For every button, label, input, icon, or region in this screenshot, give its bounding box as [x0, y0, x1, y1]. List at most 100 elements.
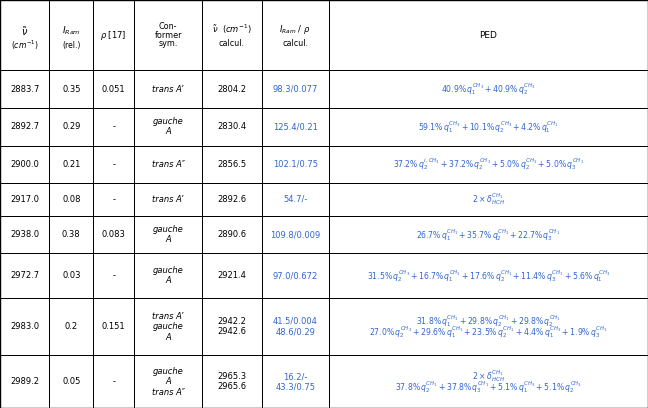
- Text: 54.7/-: 54.7/-: [283, 195, 307, 204]
- Text: 2989.2: 2989.2: [10, 377, 39, 386]
- Bar: [134, 216, 202, 253]
- Bar: [0, 146, 49, 183]
- Text: $\tilde{\nu}$: $\tilde{\nu}$: [21, 24, 29, 38]
- Bar: [93, 298, 134, 355]
- Bar: [93, 183, 134, 216]
- Text: 97.0/0.672: 97.0/0.672: [273, 271, 318, 280]
- Bar: [329, 355, 648, 408]
- Text: -: -: [112, 122, 115, 131]
- Text: -: -: [112, 377, 115, 386]
- Bar: [49, 0, 93, 70]
- Text: 0.2: 0.2: [65, 322, 78, 331]
- Text: former: former: [154, 31, 182, 40]
- Bar: [0, 183, 49, 216]
- Text: 2983.0: 2983.0: [10, 322, 39, 331]
- Text: calcul.: calcul.: [219, 39, 245, 48]
- Bar: [49, 70, 93, 108]
- Text: 2892.6: 2892.6: [218, 195, 246, 204]
- Bar: [134, 70, 202, 108]
- Text: 0.03: 0.03: [62, 271, 80, 280]
- Text: $40.9\%\,q_1^{CH_3}+40.9\%\,q_2^{CH_3}$: $40.9\%\,q_1^{CH_3}+40.9\%\,q_2^{CH_3}$: [441, 81, 536, 97]
- Text: 41.5/0.004
48.6/0.29: 41.5/0.004 48.6/0.29: [273, 317, 318, 336]
- Bar: [262, 146, 329, 183]
- Text: $37.2\%\,q_2^{i,CH_3}+37.2\%\,q_2^{CH_3}+5.0\%\,q_2^{CH_1}+5.0\%\,q_3^{CH_1}$: $37.2\%\,q_2^{i,CH_3}+37.2\%\,q_2^{CH_3}…: [393, 156, 584, 172]
- Text: $31.5\%\,q_2^{CH_3}+16.7\%\,q_1^{CH_1}+17.6\%\,q_2^{CH_1}+11.4\%\,q_3^{CH_1}+5.6: $31.5\%\,q_2^{CH_3}+16.7\%\,q_1^{CH_1}+1…: [367, 268, 610, 284]
- Text: 2965.3
2965.6: 2965.3 2965.6: [218, 372, 246, 391]
- Bar: [93, 253, 134, 298]
- Bar: [202, 183, 262, 216]
- Bar: [49, 298, 93, 355]
- Bar: [202, 70, 262, 108]
- Text: 102.1/0.75: 102.1/0.75: [273, 160, 318, 169]
- Text: 2917.0: 2917.0: [10, 195, 39, 204]
- Text: $\tilde{\nu}\ \ (cm^{-1})$: $\tilde{\nu}\ \ (cm^{-1})$: [212, 22, 252, 36]
- Text: 0.29: 0.29: [62, 122, 80, 131]
- Text: $26.7\%\,q_1^{CH_1}+35.7\%\,q_2^{CH_1}+22.7\%\,q_3^{CH_1}$: $26.7\%\,q_1^{CH_1}+35.7\%\,q_2^{CH_1}+2…: [416, 227, 561, 242]
- Text: 98.3/0.077: 98.3/0.077: [272, 84, 318, 93]
- Text: 2921.4: 2921.4: [218, 271, 246, 280]
- Text: -: -: [112, 195, 115, 204]
- Bar: [134, 108, 202, 146]
- Text: 0.38: 0.38: [62, 230, 80, 239]
- Text: $31.8\%\,q_1^{CH_1}+29.8\%\,q_2^{CH_1}+29.8\%\,q_2^{CH_1}$: $31.8\%\,q_1^{CH_1}+29.8\%\,q_2^{CH_1}+2…: [416, 313, 561, 329]
- Text: 0.05: 0.05: [62, 377, 80, 386]
- Bar: [93, 108, 134, 146]
- Bar: [49, 253, 93, 298]
- Text: 0.051: 0.051: [102, 84, 126, 93]
- Text: trans A″: trans A″: [152, 160, 185, 169]
- Text: 0.35: 0.35: [62, 84, 80, 93]
- Text: 2900.0: 2900.0: [10, 160, 39, 169]
- Text: calcul.: calcul.: [282, 39, 308, 48]
- Bar: [93, 216, 134, 253]
- Bar: [134, 253, 202, 298]
- Bar: [329, 298, 648, 355]
- Bar: [134, 355, 202, 408]
- Bar: [49, 183, 93, 216]
- Text: PED: PED: [480, 31, 497, 40]
- Bar: [262, 0, 329, 70]
- Text: 2890.6: 2890.6: [218, 230, 246, 239]
- Text: $2\times\delta^{CH_1}_{HCH}$: $2\times\delta^{CH_1}_{HCH}$: [472, 368, 505, 384]
- Text: trans A’: trans A’: [152, 195, 184, 204]
- Bar: [329, 183, 648, 216]
- Bar: [0, 355, 49, 408]
- Bar: [0, 70, 49, 108]
- Bar: [49, 108, 93, 146]
- Bar: [0, 216, 49, 253]
- Bar: [0, 253, 49, 298]
- Bar: [202, 355, 262, 408]
- Bar: [329, 0, 648, 70]
- Bar: [202, 298, 262, 355]
- Text: -: -: [112, 271, 115, 280]
- Text: gauche
A: gauche A: [153, 225, 183, 244]
- Bar: [134, 0, 202, 70]
- Bar: [202, 216, 262, 253]
- Text: 2883.7: 2883.7: [10, 84, 40, 93]
- Text: 109.8/0.009: 109.8/0.009: [270, 230, 320, 239]
- Bar: [134, 146, 202, 183]
- Text: $(cm^{-1})$: $(cm^{-1})$: [11, 39, 38, 52]
- Bar: [49, 146, 93, 183]
- Text: $I_{Ram}$: $I_{Ram}$: [62, 25, 80, 37]
- Text: Con-: Con-: [159, 22, 178, 31]
- Bar: [329, 146, 648, 183]
- Bar: [93, 70, 134, 108]
- Bar: [329, 253, 648, 298]
- Text: 2938.0: 2938.0: [10, 230, 39, 239]
- Text: trans A’
gauche
A: trans A’ gauche A: [152, 312, 184, 341]
- Text: 2856.5: 2856.5: [218, 160, 246, 169]
- Text: $I_{Ram}\ /\ \rho$: $I_{Ram}\ /\ \rho$: [279, 22, 311, 35]
- Bar: [49, 355, 93, 408]
- Text: 16.2/-
43.3/0.75: 16.2/- 43.3/0.75: [275, 372, 315, 391]
- Text: -: -: [112, 160, 115, 169]
- Text: 2804.2: 2804.2: [218, 84, 246, 93]
- Bar: [134, 183, 202, 216]
- Bar: [0, 298, 49, 355]
- Text: gauche
A: gauche A: [153, 266, 183, 285]
- Text: trans A’: trans A’: [152, 84, 184, 93]
- Bar: [262, 298, 329, 355]
- Bar: [262, 253, 329, 298]
- Text: 125.4/0.21: 125.4/0.21: [273, 122, 318, 131]
- Bar: [93, 355, 134, 408]
- Text: 2830.4: 2830.4: [218, 122, 246, 131]
